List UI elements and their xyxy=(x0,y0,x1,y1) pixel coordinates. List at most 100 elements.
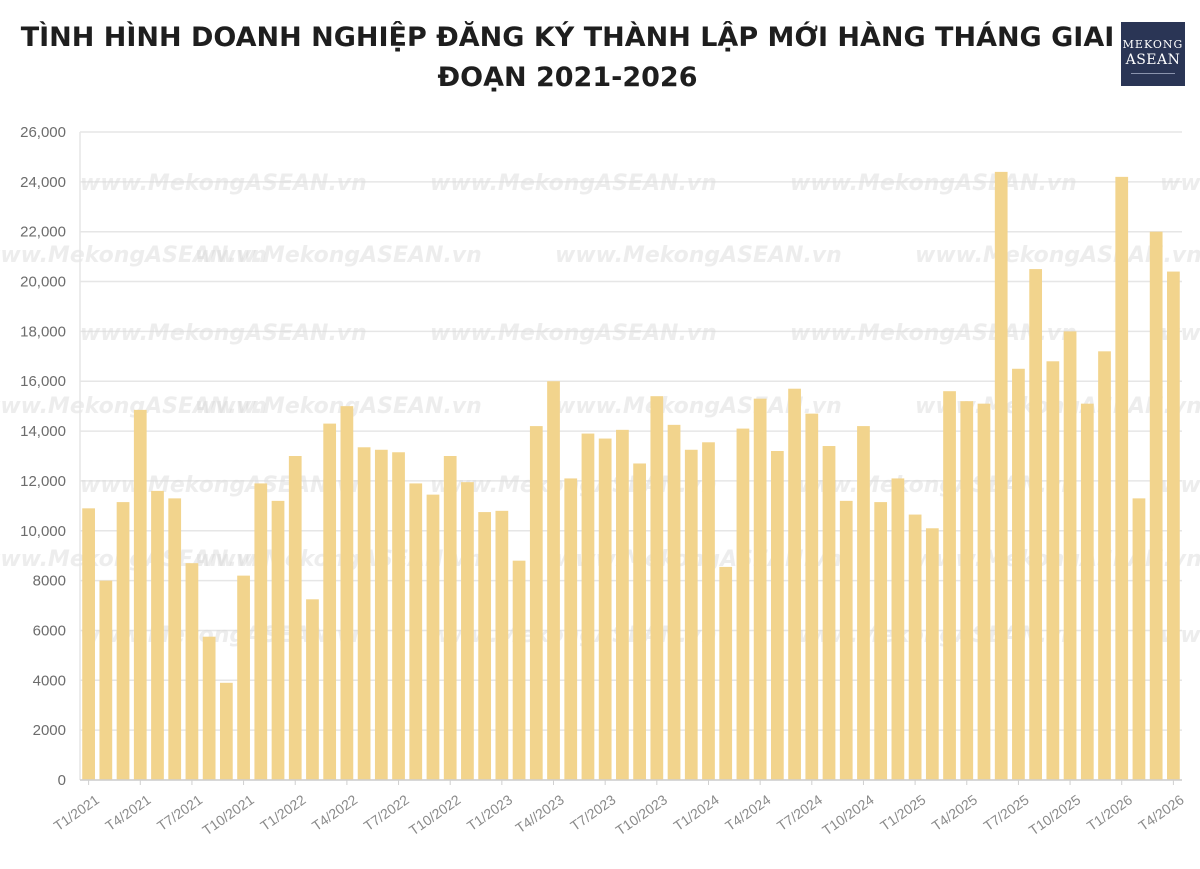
bar xyxy=(857,426,870,780)
bar xyxy=(667,424,681,780)
bar xyxy=(1063,331,1077,780)
bar xyxy=(805,413,819,780)
bar xyxy=(736,428,750,780)
x-tick-label: T1/2023 xyxy=(464,791,515,834)
y-tick-label: 22,000 xyxy=(20,224,66,241)
bar xyxy=(461,482,474,780)
watermark-text: www.MekongASEAN.vn xyxy=(1160,171,1200,196)
watermark-text: www.MekongASEAN.vn xyxy=(790,171,1077,196)
watermark-text: www.MekongASEAN.vn xyxy=(0,394,267,419)
x-tick-label: T4/2022 xyxy=(309,791,360,834)
x-tick-label: T7/2023 xyxy=(567,791,618,834)
bar xyxy=(151,490,164,780)
x-tick-label: T10/2024 xyxy=(819,791,877,838)
bar xyxy=(133,409,147,780)
bar xyxy=(633,463,646,780)
bar xyxy=(581,433,595,780)
bar xyxy=(770,451,784,780)
bar xyxy=(306,599,319,780)
x-tick-label: T4//2023 xyxy=(512,791,567,836)
bar xyxy=(925,528,939,780)
x-tick-label: T1/2021 xyxy=(51,791,102,834)
bar xyxy=(719,566,733,780)
bar xyxy=(874,502,888,780)
watermark-text: www.MekongASEAN.vn xyxy=(430,321,717,346)
x-tick-label: T10/2025 xyxy=(1026,791,1084,838)
x-tick-label: T7/2024 xyxy=(774,791,825,834)
x-tick-label: T7/2021 xyxy=(154,791,205,834)
y-axis: 0 2000 4000 6000 8000 10,000 12,000 14,000 16,00… xyxy=(20,124,81,789)
y-tick-label: 20,000 xyxy=(20,274,66,291)
bar xyxy=(219,682,233,780)
bar xyxy=(323,423,337,780)
watermark-text: www.MekongASEAN.vn xyxy=(195,394,482,419)
x-tick-label: T10/2023 xyxy=(613,791,671,838)
bar xyxy=(443,456,457,780)
y-tick-label: 0 xyxy=(58,772,66,789)
watermark-text: www.MekongASEAN.vn xyxy=(430,171,717,196)
bars xyxy=(82,171,1180,780)
bar xyxy=(478,512,492,780)
x-tick-label: T4/2021 xyxy=(102,791,153,834)
bar xyxy=(822,446,836,780)
bar xyxy=(564,478,578,780)
x-tick-label: T1/2024 xyxy=(671,791,722,834)
y-tick-label: 26,000 xyxy=(20,124,66,141)
y-tick-label: 16,000 xyxy=(20,373,66,390)
bar xyxy=(512,560,526,780)
bar xyxy=(547,381,560,780)
watermark-text: www.MekongASEAN.vn xyxy=(555,243,842,268)
bar xyxy=(994,171,1008,780)
watermark-text: www.MekongASEAN.vn xyxy=(1160,473,1200,498)
bar xyxy=(650,396,664,780)
logo-line-2: ASEAN xyxy=(1125,52,1181,68)
bar xyxy=(943,391,956,780)
bar xyxy=(237,575,250,780)
bar xyxy=(1115,176,1129,780)
bar xyxy=(374,449,388,780)
bar xyxy=(1098,351,1111,780)
page-title: TÌNH HÌNH DOANH NGHIỆP ĐĂNG KÝ THÀNH LẬP… xyxy=(20,22,1115,93)
bar xyxy=(357,447,371,780)
y-tick-label: 14,000 xyxy=(20,423,66,440)
x-tick-label: T10/2021 xyxy=(199,791,257,838)
x-tick-label: T4/2024 xyxy=(722,791,773,834)
y-tick-label: 8000 xyxy=(33,573,66,590)
bar xyxy=(340,406,354,780)
y-tick-label: 12,000 xyxy=(20,473,66,490)
bar xyxy=(202,636,216,780)
watermark-text: www.MekongASEAN.vn xyxy=(80,171,367,196)
bar xyxy=(99,580,113,780)
y-tick-label: 6000 xyxy=(33,622,66,639)
bar xyxy=(1012,368,1025,780)
bar xyxy=(271,500,285,780)
watermark-text: www.MekongASEAN.vn xyxy=(0,547,267,572)
watermark-text: www.MekongASEAN.vn xyxy=(790,321,1077,346)
watermark-text: www.MekongASEAN.vn xyxy=(80,473,367,498)
bar xyxy=(288,456,302,780)
watermark-text: www.MekongASEAN.vn xyxy=(1160,321,1200,346)
x-tick-label: T7/2025 xyxy=(981,791,1032,834)
bar xyxy=(185,563,199,780)
bar xyxy=(753,398,767,780)
watermark-text: www.MekongASEAN.vn xyxy=(80,321,367,346)
bar xyxy=(839,500,853,780)
bar xyxy=(1046,361,1060,780)
bar xyxy=(495,510,509,780)
bar xyxy=(598,438,612,780)
x-tick-label: T10/2022 xyxy=(406,791,464,838)
x-tick-label: T1/2025 xyxy=(877,791,928,834)
bar xyxy=(1029,269,1043,780)
bar xyxy=(960,401,974,780)
bar xyxy=(1149,231,1163,780)
bar xyxy=(116,502,130,780)
mekong-asean-logo: MEKONG ASEAN xyxy=(1121,22,1185,86)
bar xyxy=(891,478,905,780)
watermark-text: www.MekongASEAN.vn xyxy=(0,243,267,268)
bar xyxy=(977,403,991,780)
x-tick-label: T4/2025 xyxy=(929,791,980,834)
y-tick-label: 4000 xyxy=(33,672,66,689)
bar xyxy=(392,452,405,780)
